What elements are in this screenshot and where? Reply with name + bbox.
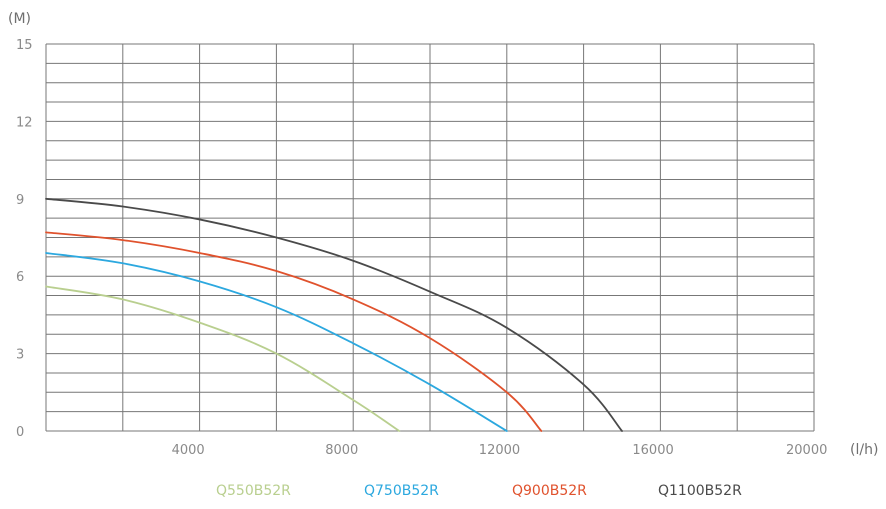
y-tick-label: 0 (16, 425, 24, 440)
x-tick-label: 8000 (325, 443, 358, 458)
y-tick-label: 9 (16, 193, 24, 208)
x-axis-label: (l/h) (850, 442, 878, 458)
x-tick-label: 12000 (479, 443, 520, 458)
legend-item-q900b52r: Q900B52R (512, 483, 587, 499)
legend-item-q550b52r: Q550B52R (216, 483, 291, 499)
labels-layer: 0 3 6 9 12 15 4000 8000 12000 16000 20000 (M) (l/h) (8, 11, 878, 458)
legend-item-q750b52r: Q750B52R (364, 483, 439, 499)
legend-item-q1100b52r: Q1100B52R (658, 483, 742, 499)
x-tick-label: 20000 (786, 443, 827, 458)
y-tick-label: 12 (16, 115, 33, 130)
y-axis-label: (M) (8, 11, 31, 27)
series-line-q1100b52r (45, 197, 623, 432)
legend-layer: Q550B52R Q750B52R Q900B52R Q1100B52R (216, 483, 742, 499)
x-tick-label: 4000 (172, 443, 205, 458)
y-tick-label: 15 (16, 38, 33, 53)
series-line-q900b52r (45, 231, 543, 432)
y-tick-label: 6 (16, 270, 24, 285)
y-tick-label: 3 (16, 348, 24, 363)
x-tick-label: 16000 (632, 443, 673, 458)
series-line-q750b52r (45, 252, 508, 432)
grid-layer (45, 43, 815, 432)
series-layer (45, 197, 623, 432)
series-line-q550b52r (45, 285, 401, 432)
